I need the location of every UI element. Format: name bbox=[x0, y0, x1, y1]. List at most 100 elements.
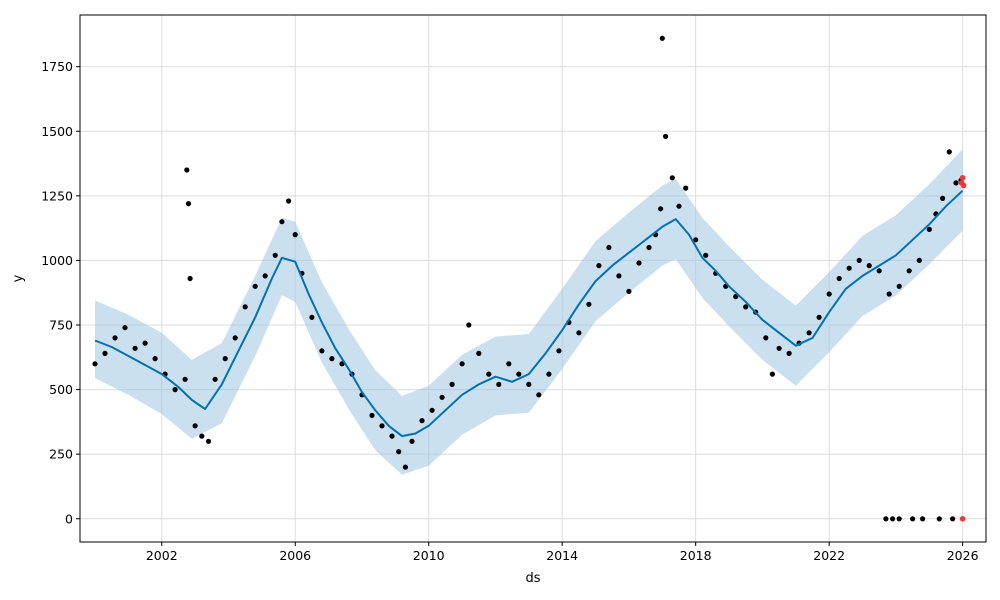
x-tick-label: 2026 bbox=[947, 548, 979, 563]
observed-point bbox=[192, 423, 198, 429]
observed-point bbox=[486, 371, 492, 377]
y-tick-label: 250 bbox=[49, 447, 73, 462]
observed-point bbox=[896, 516, 902, 522]
observed-point bbox=[142, 340, 148, 346]
observed-point bbox=[636, 260, 642, 266]
observed-point bbox=[389, 433, 395, 439]
x-tick-label: 2010 bbox=[413, 548, 445, 563]
observed-point bbox=[396, 449, 402, 455]
observed-point bbox=[659, 35, 665, 41]
observed-point bbox=[890, 516, 896, 522]
observed-point bbox=[676, 203, 682, 209]
observed-point bbox=[172, 387, 178, 393]
y-tick-label: 0 bbox=[65, 511, 73, 526]
observed-point bbox=[816, 314, 822, 320]
observed-point bbox=[279, 219, 285, 225]
observed-point bbox=[576, 330, 582, 336]
observed-point bbox=[940, 195, 946, 201]
x-tick-label: 2002 bbox=[146, 548, 178, 563]
observed-point bbox=[185, 201, 192, 207]
plot-frame bbox=[79, 14, 987, 543]
y-axis-title: y bbox=[11, 274, 26, 282]
y-tick-label: 1750 bbox=[41, 59, 73, 74]
observed-point bbox=[906, 268, 912, 274]
observed-point bbox=[910, 516, 916, 522]
observed-point bbox=[953, 180, 959, 186]
observed-point bbox=[769, 371, 776, 377]
observed-point bbox=[836, 275, 842, 282]
recent-point bbox=[959, 175, 966, 181]
observed-point bbox=[476, 350, 482, 356]
observed-point bbox=[409, 438, 415, 444]
observed-point bbox=[856, 257, 862, 263]
observed-point bbox=[112, 335, 118, 341]
observed-point bbox=[439, 394, 445, 400]
observed-point bbox=[319, 348, 325, 354]
x-tick-label: 2014 bbox=[546, 548, 578, 563]
observed-point bbox=[272, 252, 278, 258]
observed-point bbox=[556, 348, 562, 354]
observed-point bbox=[379, 423, 385, 429]
observed-point bbox=[786, 350, 792, 356]
observed-point bbox=[936, 516, 942, 522]
observed-point bbox=[232, 335, 238, 341]
observed-points bbox=[92, 35, 964, 522]
observed-point bbox=[92, 361, 98, 367]
y-tick-label: 1250 bbox=[41, 188, 73, 203]
observed-point bbox=[596, 263, 602, 269]
observed-point bbox=[262, 273, 268, 279]
forecast-line bbox=[94, 189, 964, 438]
recent-point bbox=[959, 516, 966, 522]
observed-point bbox=[222, 356, 228, 362]
x-axis-ticks: 2002 2006 2010 2014 2018 2022 2026 bbox=[146, 542, 979, 563]
y-tick-label: 1000 bbox=[41, 253, 73, 268]
observed-point bbox=[616, 273, 622, 279]
observed-point bbox=[776, 345, 782, 351]
uncertainty-area bbox=[95, 149, 963, 475]
observed-point bbox=[184, 167, 190, 173]
observed-point bbox=[132, 345, 138, 351]
observed-point bbox=[693, 237, 699, 243]
recent-points bbox=[958, 175, 967, 522]
observed-point bbox=[402, 464, 408, 470]
observed-point bbox=[886, 291, 892, 297]
observed-point bbox=[309, 314, 315, 320]
observed-point bbox=[419, 418, 425, 424]
x-tick-label: 2022 bbox=[813, 548, 845, 563]
observed-point bbox=[459, 361, 465, 367]
observed-point bbox=[646, 244, 652, 251]
x-tick-label: 2006 bbox=[279, 548, 311, 563]
y-tick-label: 500 bbox=[49, 382, 73, 397]
forecast-line-path bbox=[94, 189, 964, 438]
observed-point bbox=[926, 226, 932, 232]
observed-point bbox=[516, 371, 522, 377]
observed-point bbox=[896, 283, 902, 289]
observed-point bbox=[626, 288, 632, 294]
observed-point bbox=[199, 433, 205, 439]
observed-point bbox=[292, 232, 298, 238]
observed-point bbox=[286, 198, 292, 204]
observed-point bbox=[876, 268, 882, 274]
observed-point bbox=[429, 407, 435, 413]
observed-point bbox=[950, 516, 956, 522]
observed-point bbox=[669, 175, 675, 181]
observed-point bbox=[606, 244, 612, 251]
y-tick-label: 750 bbox=[49, 318, 73, 333]
observed-point bbox=[733, 294, 739, 300]
observed-point bbox=[252, 283, 258, 289]
observed-point bbox=[703, 252, 709, 258]
observed-point bbox=[536, 392, 542, 398]
observed-point bbox=[806, 330, 812, 336]
observed-point bbox=[586, 301, 592, 307]
observed-point bbox=[883, 516, 889, 522]
observed-point bbox=[826, 291, 832, 297]
observed-point bbox=[102, 350, 108, 356]
observed-point bbox=[329, 356, 335, 362]
observed-point bbox=[946, 149, 952, 155]
observed-point bbox=[866, 263, 872, 269]
y-axis-ticks: 0 250 500 750 1000 1250 1500 1750 bbox=[41, 59, 80, 526]
observed-point bbox=[242, 304, 248, 310]
observed-point bbox=[466, 322, 472, 328]
